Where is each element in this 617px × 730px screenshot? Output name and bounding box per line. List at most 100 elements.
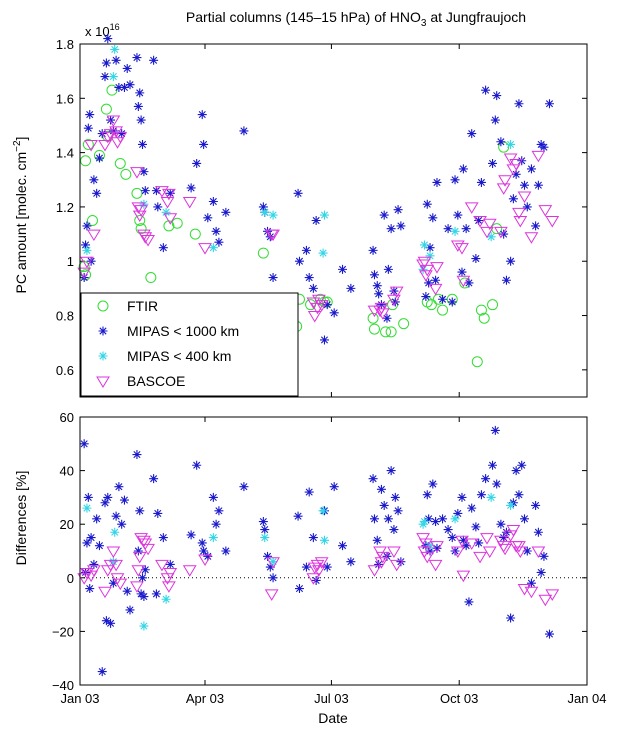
data-point — [80, 256, 94, 269]
data-point — [450, 546, 460, 556]
data-point — [153, 202, 163, 212]
data-point — [260, 207, 270, 217]
data-point — [189, 228, 201, 240]
data-point — [258, 202, 268, 212]
data-point — [161, 207, 171, 217]
data-point — [443, 525, 453, 535]
data-point — [490, 425, 500, 435]
data-point — [108, 72, 118, 82]
top-title: Partial columns (145–15 hPa) of HNO3 at … — [186, 9, 526, 29]
data-point — [103, 34, 113, 44]
data-point — [239, 482, 249, 492]
y-tick-label: 1.2 — [56, 200, 74, 215]
data-point — [138, 232, 153, 244]
y-tick-label: 1.4 — [56, 146, 74, 161]
legend-marker — [98, 326, 108, 336]
data-point — [308, 533, 318, 543]
data-point — [203, 213, 213, 223]
data-point — [368, 474, 378, 484]
data-point — [119, 495, 129, 505]
data-point — [293, 511, 303, 521]
data-point — [106, 618, 116, 628]
top-plot-frame — [79, 43, 588, 398]
data-point — [464, 538, 479, 550]
data-point — [214, 237, 224, 247]
data-point — [531, 546, 546, 558]
series-0 — [79, 425, 554, 677]
data-point — [513, 216, 528, 228]
y-tick-label: 0.8 — [56, 309, 74, 324]
legend: FTIR MIPAS < 1000 km MIPAS < 400 km BASCOE — [80, 292, 299, 397]
y-tick-label: 1 — [67, 254, 74, 269]
data-point — [139, 167, 149, 177]
data-point — [304, 487, 314, 497]
data-point — [307, 562, 322, 575]
data-point — [149, 55, 159, 65]
data-point — [383, 514, 393, 524]
data-point — [514, 99, 524, 109]
data-point — [268, 273, 278, 283]
data-point — [197, 110, 207, 120]
data-point — [506, 256, 516, 266]
data-point — [506, 500, 516, 510]
data-point — [478, 312, 490, 324]
data-point — [389, 286, 404, 299]
y-tick-label: 20 — [60, 517, 74, 532]
data-point — [450, 226, 460, 236]
data-point — [192, 460, 202, 470]
data-point — [120, 168, 132, 180]
top-y-ticks: 0.6 0.8 1 1.2 1.4 1.6 1.8 — [56, 37, 587, 378]
data-point — [186, 530, 196, 540]
data-point — [393, 205, 403, 215]
data-point — [544, 629, 554, 639]
data-point — [422, 199, 432, 209]
data-point — [374, 559, 384, 569]
data-point — [461, 224, 471, 234]
data-point — [424, 278, 434, 288]
data-point — [264, 589, 279, 601]
data-point — [81, 240, 91, 250]
data-point — [432, 543, 442, 553]
data-point — [428, 213, 438, 223]
data-point — [458, 535, 468, 545]
data-point — [171, 217, 183, 229]
data-point — [488, 158, 498, 168]
data-point — [428, 283, 443, 296]
data-point — [480, 226, 494, 239]
data-point — [134, 215, 146, 226]
data-point — [266, 557, 280, 569]
data-point — [531, 221, 541, 231]
data-point — [482, 546, 497, 558]
data-point — [111, 55, 121, 65]
y-tick-label: −20 — [52, 624, 74, 639]
data-point — [369, 270, 379, 280]
data-point — [425, 541, 435, 551]
x-tick-label: Oct 03 — [440, 691, 478, 706]
data-point — [239, 126, 249, 136]
data-point — [486, 492, 496, 502]
data-point — [382, 313, 392, 323]
data-point — [98, 139, 112, 152]
data-point — [389, 525, 399, 535]
data-point — [544, 99, 554, 109]
data-point — [517, 584, 532, 596]
top-series — [77, 34, 560, 368]
data-point — [122, 586, 132, 596]
data-point — [524, 586, 539, 599]
data-point — [421, 292, 431, 302]
y-tick-label: 1.8 — [56, 37, 74, 52]
data-point — [450, 240, 465, 252]
data-point — [80, 155, 92, 167]
data-point — [450, 546, 465, 558]
data-point — [481, 474, 491, 484]
data-point — [87, 215, 99, 226]
data-point — [491, 223, 503, 235]
data-point — [125, 80, 135, 90]
data-point — [517, 191, 532, 204]
data-point — [318, 506, 328, 516]
data-point — [417, 256, 432, 269]
data-point — [443, 224, 453, 234]
data-point — [425, 251, 435, 261]
data-point — [420, 551, 435, 564]
data-point — [457, 267, 467, 277]
